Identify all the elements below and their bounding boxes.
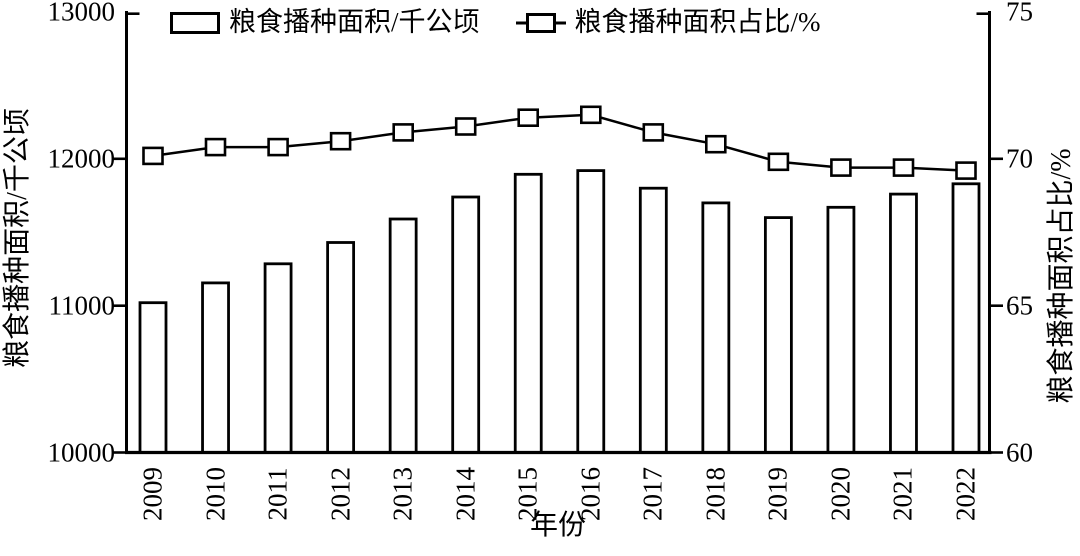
left-axis-title: 粮食播种面积/千公顷	[2, 108, 33, 368]
bar-2022	[951, 182, 981, 454]
x-tick-label-2013: 2013	[387, 467, 418, 521]
bar-2019	[763, 216, 793, 454]
right-tick-label-60: 60	[1006, 437, 1033, 467]
line-marker-2021	[892, 158, 915, 177]
line-marker-swatch-icon	[515, 12, 566, 33]
left-tick-label-13000: 13000	[47, 0, 116, 27]
legend: 粮食播种面积/千公顷 粮食播种面积占比/%	[170, 9, 821, 36]
bar-2021	[889, 192, 918, 454]
legend-item-bar: 粮食播种面积/千公顷	[170, 9, 480, 36]
left-tick-label-11000: 11000	[48, 290, 116, 321]
line-marker-2009	[142, 146, 164, 166]
line-marker-2013	[392, 123, 415, 142]
line-marker-2017	[642, 123, 665, 142]
x-tick-label-2022: 2022	[950, 467, 981, 521]
line-series-group	[142, 105, 977, 180]
axes-group	[113, 11, 1003, 455]
bar-2015	[513, 172, 543, 454]
x-tick-label-2017: 2017	[637, 467, 668, 521]
bar-2010	[201, 281, 230, 454]
bar-2020	[826, 205, 856, 454]
x-tick-label-2010: 2010	[200, 467, 231, 521]
left-tick-label-12000: 12000	[47, 143, 116, 174]
line-marker-2010	[204, 137, 227, 157]
x-tick-label-2009: 2009	[137, 467, 168, 521]
right-tick-label-70: 70	[1006, 143, 1033, 174]
x-tick-label-2019: 2019	[762, 467, 793, 521]
bar-2016	[576, 169, 606, 454]
bar-2009	[138, 301, 168, 454]
bar-2014	[451, 195, 481, 454]
bar-2017	[638, 186, 668, 454]
bar-2011	[263, 262, 293, 454]
x-tick-label-2011: 2011	[262, 467, 293, 521]
line-marker-2011	[267, 137, 289, 157]
left-tick-label-10000: 10000	[47, 437, 116, 467]
line-marker-2014	[454, 117, 477, 136]
legend-bar-label: 粮食播种面积/千公顷	[229, 7, 480, 37]
line-marker-2018	[704, 134, 727, 154]
line-marker-2012	[329, 131, 352, 151]
bar-2018	[701, 201, 731, 454]
x-tick-label-2020: 2020	[825, 467, 856, 521]
y-ticks-group	[113, 157, 1003, 454]
right-tick-label-65: 65	[1006, 290, 1033, 321]
x-tick-label-2014: 2014	[450, 467, 481, 521]
line-marker-2019	[767, 152, 790, 172]
x-tick-label-2018: 2018	[700, 467, 731, 521]
bar-2013	[388, 217, 418, 454]
bar-series-group	[138, 169, 981, 454]
right-axis-title: 粮食播种面积占比/%	[1046, 148, 1077, 404]
right-tick-label-75: 75	[1006, 0, 1033, 27]
line-marker-2015	[517, 108, 540, 127]
bar-swatch-icon	[170, 11, 220, 34]
bar-2012	[326, 241, 356, 454]
x-axis-title: 年份	[529, 510, 587, 541]
x-tick-label-2012: 2012	[325, 467, 356, 521]
legend-item-line: 粮食播种面积占比/%	[515, 7, 821, 37]
line-marker-2016	[579, 105, 602, 125]
legend-line-label: 粮食播种面积占比/%	[574, 7, 821, 37]
x-tick-label-2021: 2021	[887, 467, 918, 521]
line-marker-2022	[955, 161, 977, 180]
line-marker-2020	[830, 158, 852, 177]
